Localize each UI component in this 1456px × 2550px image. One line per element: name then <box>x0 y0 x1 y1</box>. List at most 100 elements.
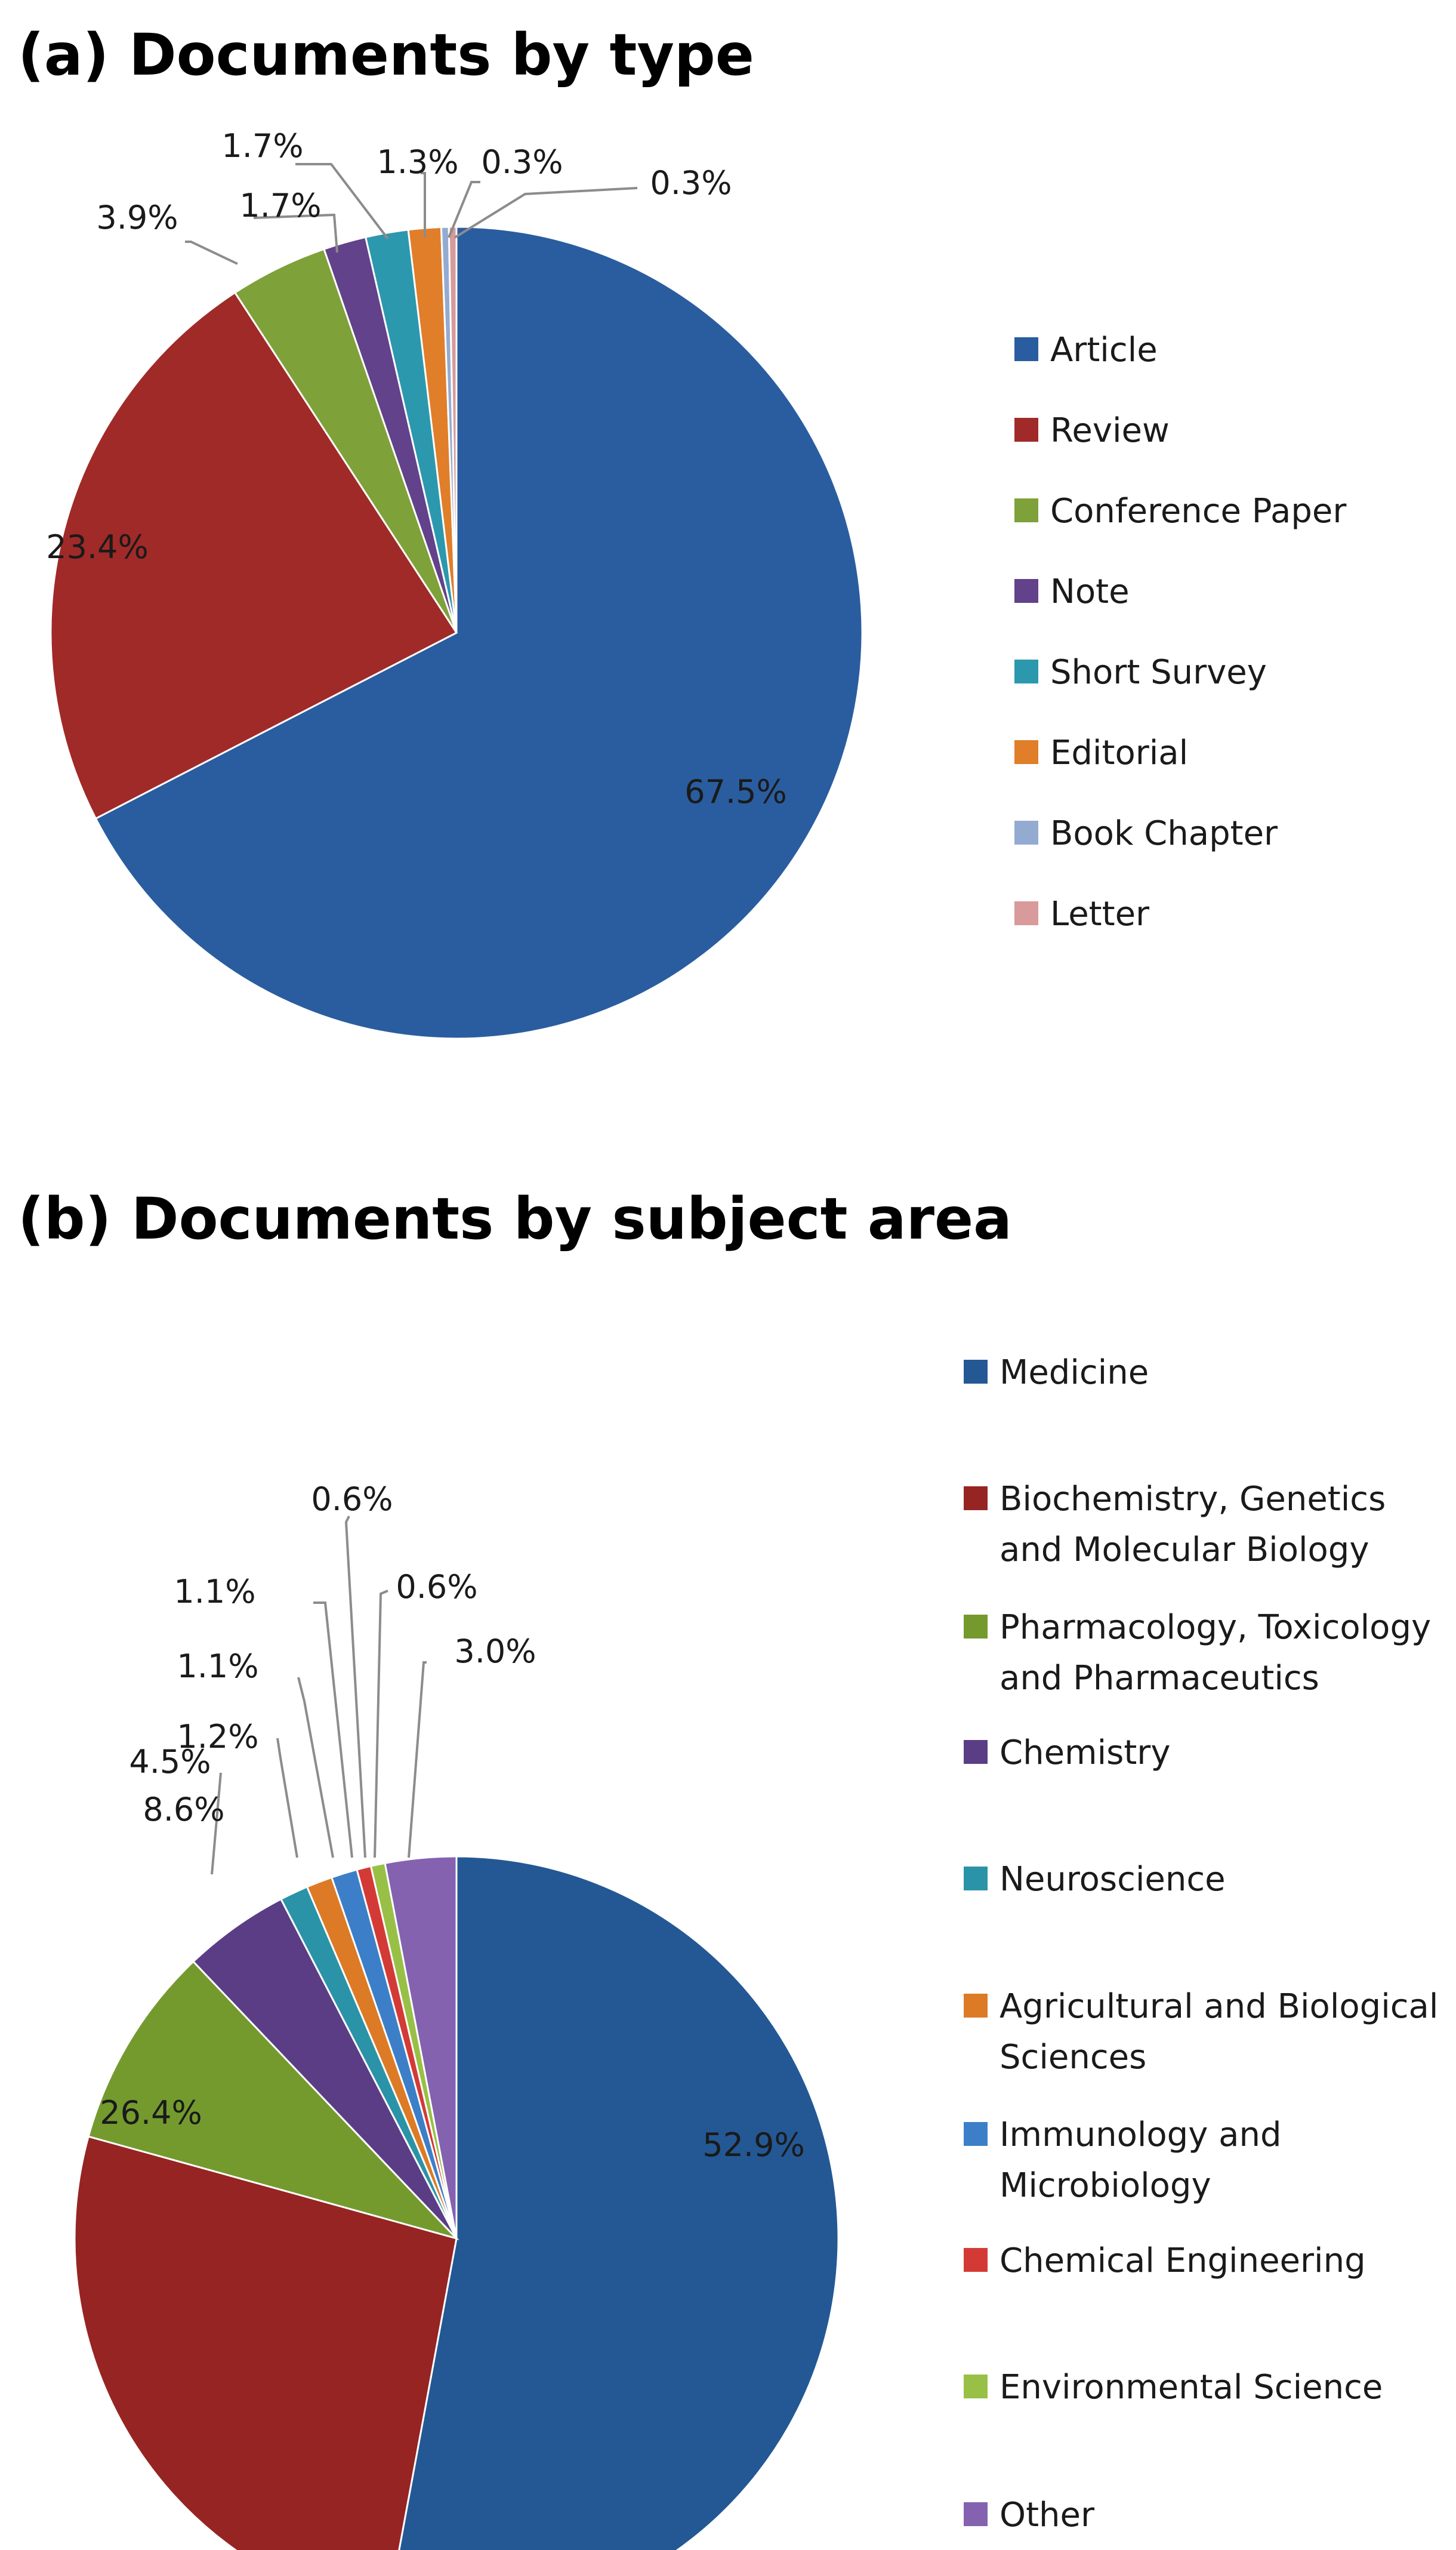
data-label-biochemistry-genetics-and-molecular-biology: 26.4% <box>100 2094 202 2132</box>
legend-swatch-neuroscience <box>964 1867 988 1890</box>
chart-a-leader-lines <box>185 163 638 265</box>
legend-item-note: Note <box>1014 572 1130 611</box>
legend-item-conference-paper: Conference Paper <box>1014 492 1347 531</box>
legend-item-editorial: Editorial <box>1014 734 1188 772</box>
leader-line-neuroscience <box>276 1738 298 1858</box>
legend-swatch-letter <box>1014 901 1038 925</box>
legend-swatch-article <box>1014 337 1038 361</box>
data-label-editorial: 1.3% <box>377 143 458 181</box>
chart-a-data-labels: 67.5% 23.4% 3.9% 1.7% 1.7% 1.3% 0.3% 0.3% <box>46 127 787 811</box>
legend-swatch-environmental-science <box>964 2375 988 2398</box>
data-label-neuroscience: 1.2% <box>177 1718 258 1756</box>
legend-label-article: Article <box>1050 331 1158 369</box>
leader-line-immunology-and-microbiology <box>313 1602 353 1858</box>
legend-label-other: Other <box>1000 2496 1095 2534</box>
legend-label-biochemistry-genetics-and-molecular-biology: Biochemistry, Genetics and Molecular Biol… <box>1000 1480 1386 1569</box>
legend-label-chemical-engineering: Chemical Engineering <box>1000 2241 1366 2280</box>
legend-swatch-note <box>1014 579 1038 603</box>
pie-slice-chemistry <box>192 1898 458 2240</box>
chart-b-leader-lines <box>211 1516 427 1875</box>
leader-line-editorial <box>421 172 426 238</box>
legend-swatch-review <box>1014 418 1038 442</box>
legend-swatch-agricultural-and-biological-sciences <box>964 1994 988 2018</box>
data-label-chemical-engineering: 0.6% <box>311 1480 393 1518</box>
leader-line-short-survey <box>295 163 389 240</box>
legend-label-note: Note <box>1050 572 1130 611</box>
legend-label-neuroscience: Neuroscience <box>1000 1860 1226 1899</box>
data-label-agricultural-and-biological-sciences: 1.1% <box>177 1647 258 1685</box>
legend-swatch-immunology-and-microbiology <box>964 2122 988 2146</box>
legend-item-neuroscience: Neuroscience <box>964 1860 1226 1899</box>
data-label-letter: 0.3% <box>650 164 732 202</box>
legend-swatch-biochemistry-genetics-and-molecular-biology <box>964 1486 988 1510</box>
data-label-medicine: 52.9% <box>702 2126 805 2164</box>
chart-a-slices <box>50 226 863 1040</box>
legend-swatch-chemical-engineering <box>964 2248 988 2272</box>
data-label-conference-paper: 3.9% <box>96 199 178 236</box>
legend-swatch-chemistry <box>964 1740 988 1764</box>
chart-b-data-labels: 52.9% 26.4% 8.6% 4.5%1.2% 1.1% 1.1% 0.6% 0.6% 3.… <box>100 1480 805 2164</box>
pie-slice-article <box>94 226 863 1040</box>
legend-item-letter: Letter <box>1014 895 1150 934</box>
legend-swatch-pharmacology-toxicology-and-pharmaceutics <box>964 1615 988 1639</box>
data-label-review: 23.4% <box>46 528 149 566</box>
legend-label-editorial: Editorial <box>1050 734 1188 772</box>
legend-item-medicine: Medicine <box>964 1353 1149 1392</box>
legend-item-immunology-and-microbiology: Immunology and Microbiology <box>964 2115 1282 2205</box>
legend-label-pharmacology-toxicology-and-pharmaceutics: Pharmacology, Toxicology and Pharmaceutic… <box>1000 1608 1431 1698</box>
legend-item-environmental-science: Environmental Science <box>964 2368 1383 2407</box>
legend-item-review: Review <box>1014 411 1170 450</box>
legend-label-book-chapter: Book Chapter <box>1050 814 1278 853</box>
data-label-other: 3.0% <box>454 1633 536 1670</box>
chart-b-legend: Medicine Biochemistry, Genetics and Molecu… <box>964 1353 1438 2534</box>
data-label-book-chapter: 0.3% <box>481 143 563 181</box>
legend-swatch-other <box>964 2502 988 2526</box>
legend-swatch-short-survey <box>1014 660 1038 683</box>
leader-line-letter <box>454 187 638 239</box>
leader-line-book-chapter <box>448 181 480 238</box>
data-label-article: 67.5% <box>684 773 787 811</box>
legend-label-review: Review <box>1050 411 1170 450</box>
pie-slice-review <box>50 291 458 820</box>
legend-label-environmental-science: Environmental Science <box>1000 2368 1383 2407</box>
leader-line-conference-paper <box>185 241 238 265</box>
data-label-environmental-science: 0.6% <box>396 1568 477 1606</box>
legend-label-agricultural-and-biological-sciences: Agricultural and Biological Sciences <box>1000 1987 1438 2077</box>
legend-label-short-survey: Short Survey <box>1050 653 1267 692</box>
legend-item-chemistry: Chemistry <box>964 1733 1170 1772</box>
pie-slice-pharmacology-toxicology-and-pharmaceutics <box>87 1960 459 2240</box>
pie-slice-medicine <box>398 1855 840 2550</box>
legend-swatch-medicine <box>964 1360 988 1384</box>
legend-label-medicine: Medicine <box>1000 1353 1149 1392</box>
legend-label-conference-paper: Conference Paper <box>1050 492 1347 531</box>
data-label-pharmacology-toxicology-and-pharmaceutics: 8.6% <box>143 1791 224 1828</box>
leader-line-other <box>408 1661 427 1858</box>
data-label-note: 1.7% <box>239 187 321 224</box>
data-label-short-survey: 1.7% <box>221 127 303 165</box>
legend-label-chemistry: Chemistry <box>1000 1733 1170 1772</box>
legend-swatch-conference-paper <box>1014 498 1038 522</box>
legend-label-letter: Letter <box>1050 895 1150 934</box>
legend-item-agricultural-and-biological-sciences: Agricultural and Biological Sciences <box>964 1987 1438 2077</box>
legend-item-other: Other <box>964 2496 1095 2534</box>
chart-a-title: (a) Documents by type <box>18 21 754 88</box>
leader-line-environmental-science <box>374 1590 388 1858</box>
legend-label-immunology-and-microbiology: Immunology and Microbiology <box>1000 2115 1282 2205</box>
pie-slice-other <box>384 1855 458 2239</box>
chart-a-svg: 67.5% 23.4% 3.9% 1.7% 1.7% 1.3% 0.3% 0.3% Articl… <box>46 127 1347 1040</box>
leader-line-chemistry <box>211 1772 222 1875</box>
legend-item-pharmacology-toxicology-and-pharmaceutics: Pharmacology, Toxicology and Pharmaceutic… <box>964 1608 1431 1698</box>
legend-item-article: Article <box>1014 331 1158 369</box>
leader-line-chemical-engineering <box>344 1516 366 1858</box>
legend-item-chemical-engineering: Chemical Engineering <box>964 2241 1366 2280</box>
chart-b-slices <box>73 1855 840 2550</box>
legend-swatch-editorial <box>1014 740 1038 764</box>
legend-item-biochemistry-genetics-and-molecular-biology: Biochemistry, Genetics and Molecular Biol… <box>964 1480 1386 1569</box>
chart-b-svg: 52.9% 26.4% 8.6% 4.5%1.2% 1.1% 1.1% 0.6% 0.6% 3.… <box>73 1353 1438 2550</box>
legend-item-book-chapter: Book Chapter <box>1014 814 1278 853</box>
legend-swatch-book-chapter <box>1014 821 1038 845</box>
pie-slice-biochemistry-genetics-and-molecular-biology <box>73 2135 458 2550</box>
leader-line-note <box>253 213 338 253</box>
chart-a-legend: Article Review Conference Paper Note Short S… <box>1014 331 1347 934</box>
data-label-chemistry: 4.5% <box>129 1743 211 1781</box>
